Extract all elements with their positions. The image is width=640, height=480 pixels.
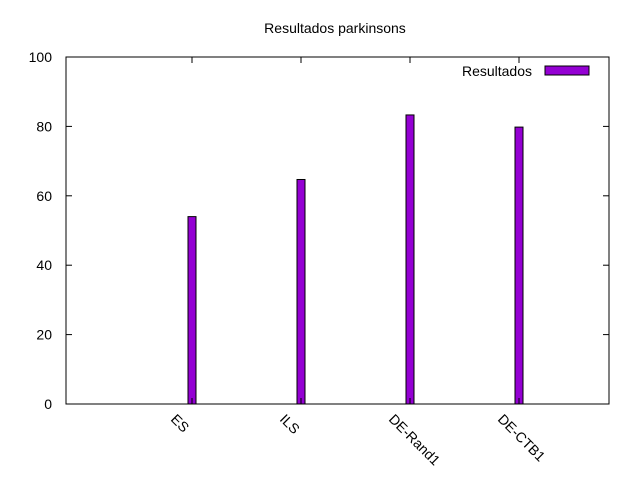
x-tick-label: ES [168,411,193,436]
y-tick-label: 40 [36,257,52,273]
y-tick-label: 20 [36,327,52,343]
bar [514,126,524,405]
chart-title: Resultados parkinsons [264,20,406,36]
legend-label: Resultados [462,63,532,79]
legend-swatch [544,65,590,76]
bar [296,178,306,405]
y-tick-label: 80 [36,118,52,134]
plot-frame [65,56,610,405]
x-tick-label: ILS [277,411,303,437]
y-tick-label: 60 [36,188,52,204]
plot-area: 0 20 40 60 80 100 ES ILS DE-Rand1 DE-CTB1 [29,49,610,469]
bar [405,114,415,405]
x-tick-label: DE-CTB1 [495,411,549,465]
x-tick-label: DE-Rand1 [386,411,444,469]
y-tick-label: 100 [29,49,53,65]
legend: Resultados [462,63,590,79]
y-tick-label: 0 [44,396,52,412]
bar [187,216,197,405]
